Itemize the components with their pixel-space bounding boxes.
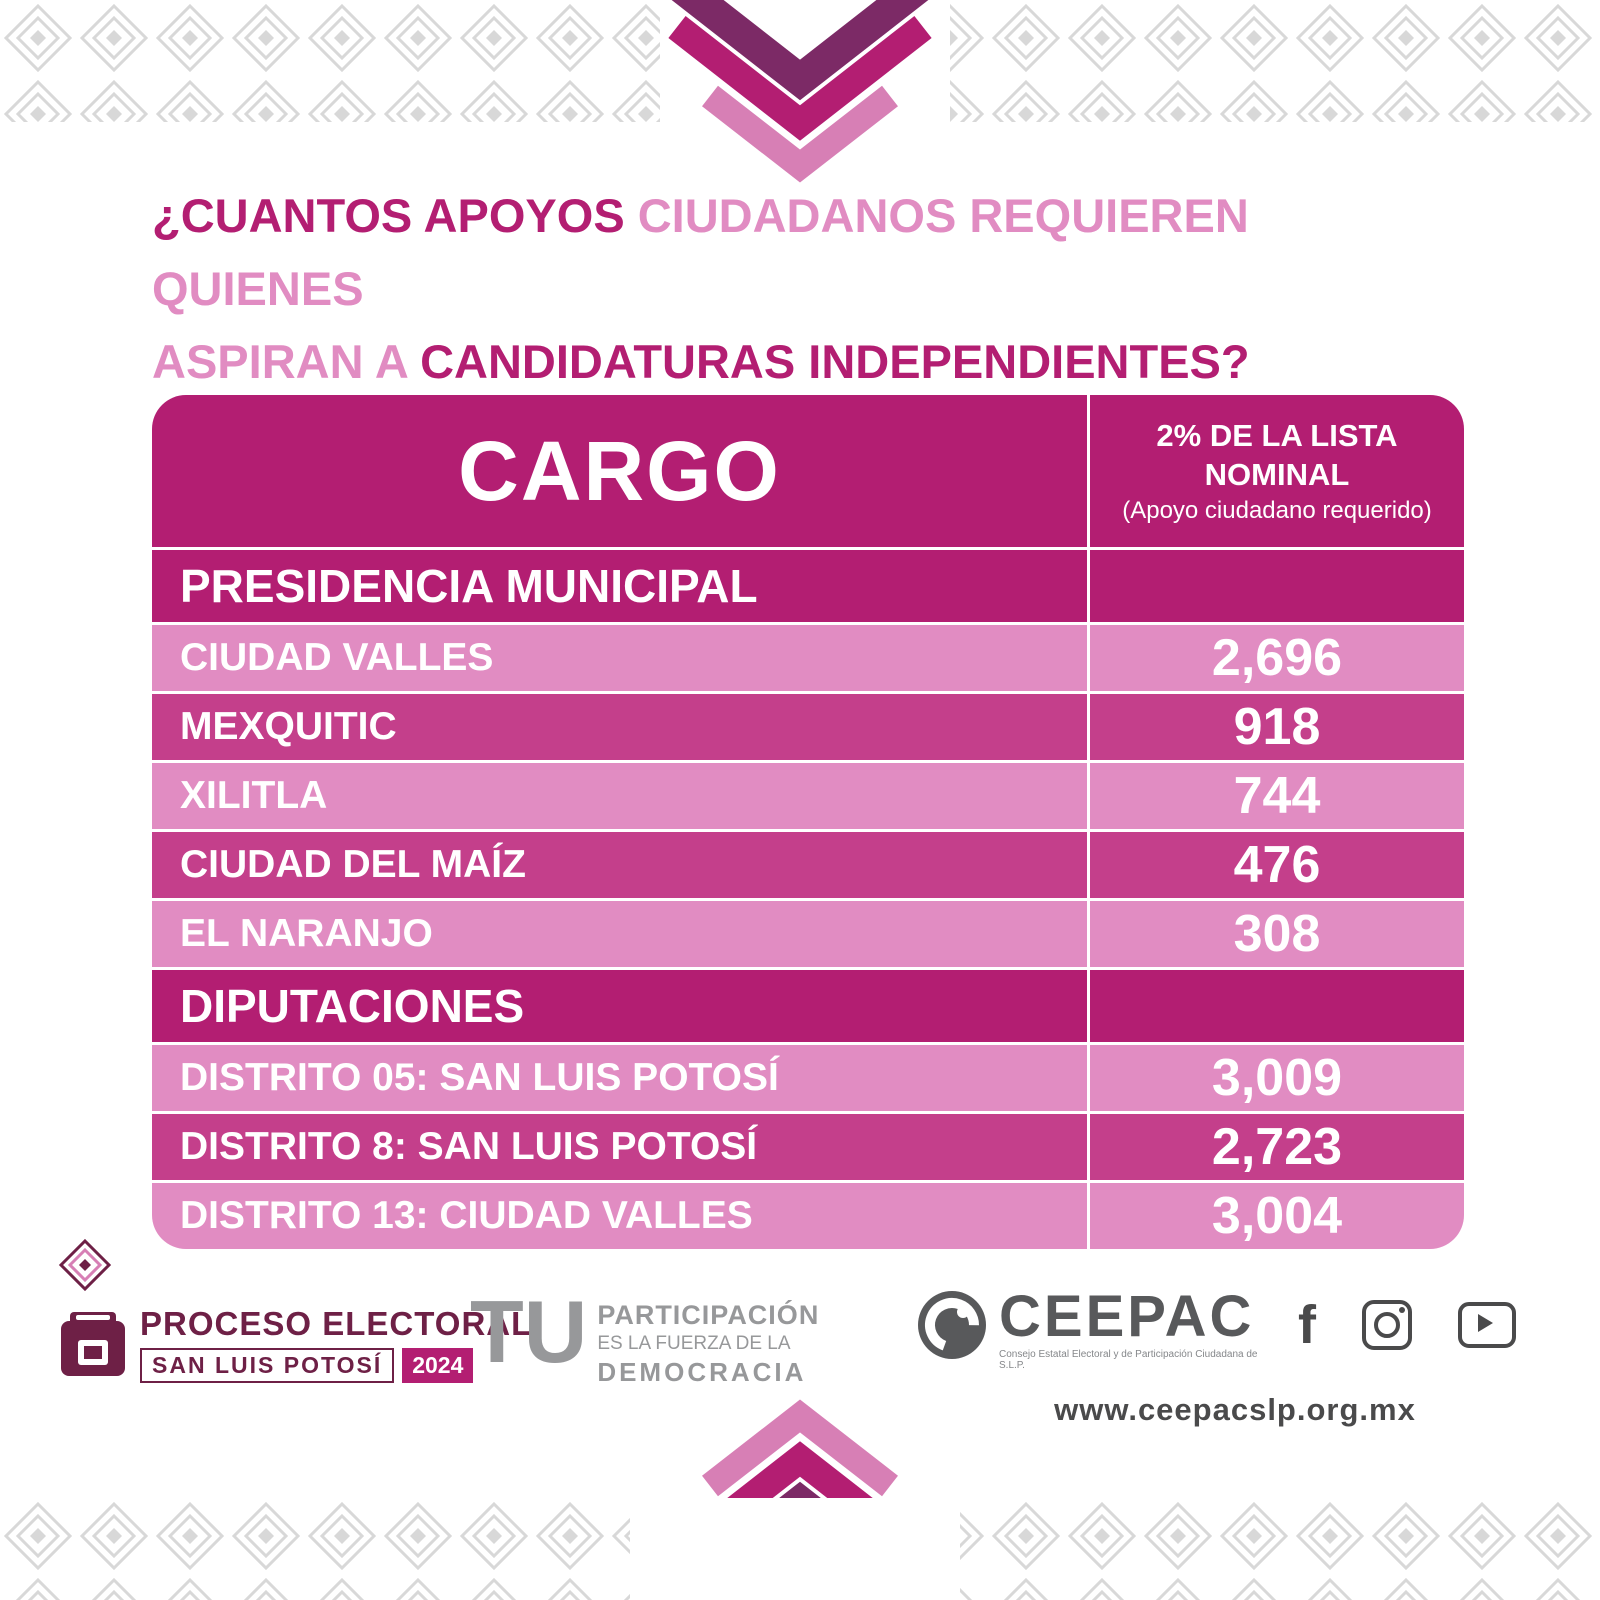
cargo-header-label: CARGO [458,423,781,518]
percent-header-title: 2% DE LA LISTA NOMINAL [1156,417,1398,492]
top-chevron-icon [668,0,932,183]
row-value: 918 [1090,694,1464,760]
table-row: CIUDAD DEL MAÍZ 476 [152,832,1464,898]
row-value: 2,723 [1090,1114,1464,1180]
section-header-row: PRESIDENCIA MUNICIPAL [152,550,1464,622]
row-value: 2,696 [1090,625,1464,691]
section-spacer [1090,550,1464,622]
column-header-percent: 2% DE LA LISTA NOMINAL (Apoyo ciudadano … [1090,395,1464,547]
proceso-electoral-title: PROCESO ELECTORAL [140,1305,533,1342]
ballot-box-icon [61,1312,125,1376]
table-row: DISTRITO 05: SAN LUIS POTOSÍ 3,009 [152,1045,1464,1111]
row-label: DISTRITO 8: SAN LUIS POTOSÍ [152,1114,1087,1180]
website-url: www.ceepacslp.org.mx [1054,1392,1416,1427]
title-line-2: ASPIRAN A CANDIDATURAS INDEPENDIENTES? [152,326,1472,399]
proceso-electoral-text: PROCESO ELECTORAL SAN LUIS POTOSÍ 2024 [140,1305,532,1383]
ceepac-logo: CEEPAC Consejo Estatal Electoral y de Pa… [915,1288,1269,1371]
table-row: XILITLA 744 [152,763,1464,829]
bottom-pattern-band [0,1498,1600,1600]
row-value: 744 [1090,763,1464,829]
proceso-electoral-year-badge: 2024 [402,1348,474,1383]
row-value: 3,009 [1090,1045,1464,1111]
table-row: MEXQUITIC 918 [152,694,1464,760]
row-label: EL NARANJO [152,901,1087,967]
ceepac-text: CEEPAC Consejo Estatal Electoral y de Pa… [999,1284,1269,1372]
youtube-icon [1457,1302,1516,1348]
table-row: EL NARANJO 308 [152,901,1464,967]
proceso-electoral-subline: SAN LUIS POTOSÍ 2024 [140,1348,532,1383]
row-label: CIUDAD DEL MAÍZ [152,832,1087,898]
participacion-line1: PARTICIPACIÓN [597,1300,820,1330]
proceso-electoral-lockup: PROCESO ELECTORAL SAN LUIS POTOSÍ 2024 [58,1305,532,1383]
row-label: CIUDAD VALLES [152,625,1087,691]
title-line1-pink: CIUDADANOS REQUIEREN QUIENES [152,189,1249,315]
facebook-icon: f [1298,1295,1316,1355]
row-label: XILITLA [152,763,1087,829]
table-header-row: CARGO 2% DE LA LISTA NOMINAL (Apoyo ciud… [152,395,1464,547]
support-table: CARGO 2% DE LA LISTA NOMINAL (Apoyo ciud… [152,395,1464,1249]
row-label: DISTRITO 13: CIUDAD VALLES [152,1183,1087,1249]
tu-text: TU [470,1282,588,1381]
row-value: 3,004 [1090,1183,1464,1249]
social-icons: f [1298,1298,1516,1352]
row-value: 308 [1090,901,1464,967]
page-title: ¿CUANTOS APOYOS CIUDADANOS REQUIEREN QUI… [152,180,1472,399]
participacion-line3: DEMOCRACIA [597,1357,807,1387]
proceso-electoral-logo: PROCESO ELECTORAL SAN LUIS POTOSÍ 2024 [58,1238,532,1383]
instagram-icon [1361,1300,1412,1350]
row-label: DISTRITO 05: SAN LUIS POTOSÍ [152,1045,1087,1111]
section-header-row: DIPUTACIONES [152,970,1464,1042]
title-line-1: ¿CUANTOS APOYOS CIUDADANOS REQUIEREN QUI… [152,180,1472,326]
proceso-electoral-state: SAN LUIS POTOSÍ [140,1348,395,1383]
participacion-lines: PARTICIPACIÓN ES LA FUERZA DE LA DEMOCRA… [597,1300,819,1388]
section-spacer [1090,970,1464,1042]
diamond-ornament-icon [58,1238,112,1292]
title-line1-dark: ¿CUANTOS APOYOS [152,189,625,242]
table-row: DISTRITO 13: CIUDAD VALLES 3,004 [152,1183,1464,1249]
title-line2-pink: ASPIRAN A [152,334,408,388]
table-row: DISTRITO 8: SAN LUIS POTOSÍ 2,723 [152,1114,1464,1180]
section-title: DIPUTACIONES [152,970,1087,1042]
ceepac-icon [918,1291,986,1359]
percent-header-subtitle: (Apoyo ciudadano requerido) [1122,497,1432,525]
table-row: CIUDAD VALLES 2,696 [152,625,1464,691]
ceepac-tagline: Consejo Estatal Electoral y de Participa… [999,1349,1258,1371]
title-line2-dark: CANDIDATURAS INDEPENDIENTES? [420,334,1250,388]
column-header-cargo: CARGO [152,395,1087,547]
row-label: MEXQUITIC [152,694,1087,760]
ceepac-name: CEEPAC [999,1284,1255,1349]
section-title: PRESIDENCIA MUNICIPAL [152,550,1087,622]
tu-participacion-lockup: TU PARTICIPACIÓN ES LA FUERZA DE LA DEMO… [470,1282,819,1388]
row-value: 476 [1090,832,1464,898]
participacion-line2: ES LA FUERZA DE LA [597,1333,791,1354]
